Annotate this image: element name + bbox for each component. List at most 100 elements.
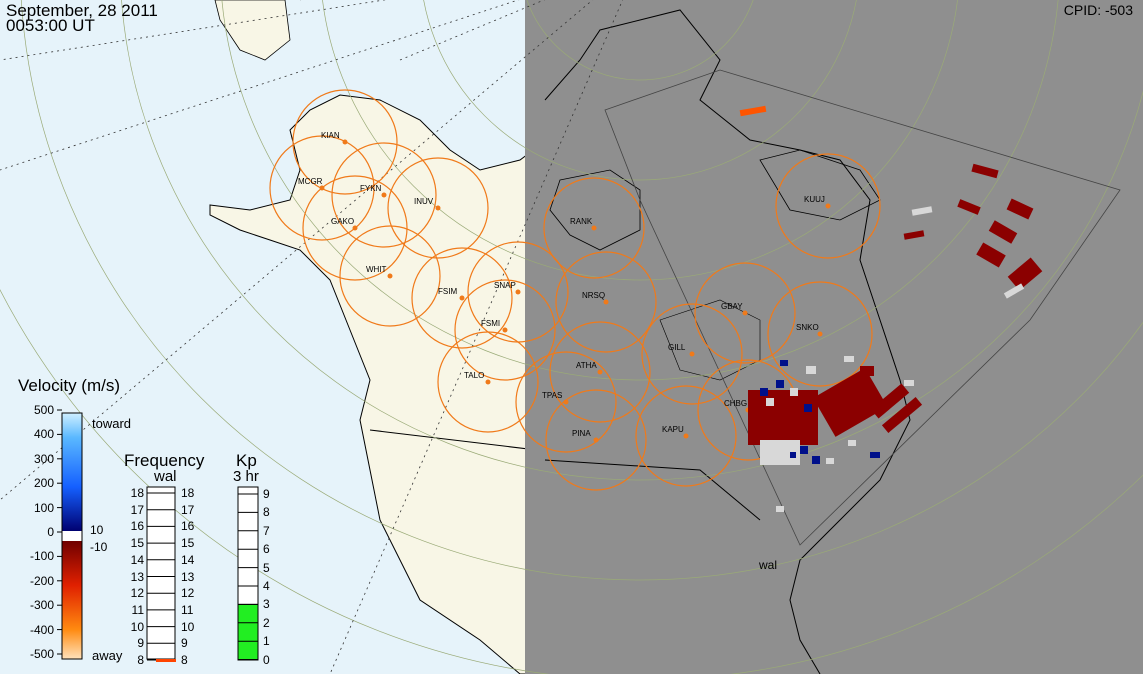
frequency-tick-left: 11: [131, 602, 144, 617]
scatter-cell: [1007, 257, 1043, 291]
station-markers: [319, 139, 831, 443]
frequency-tick-right: 10: [181, 619, 195, 634]
scatter-cell: [976, 242, 1006, 268]
velocity-title: Velocity (m/s): [18, 376, 121, 395]
scatter-cell: [844, 356, 854, 362]
scatter-cell: [881, 397, 923, 433]
kp-title: Kp: [236, 451, 257, 470]
station-dot: [817, 331, 823, 337]
station-dot: [352, 225, 358, 231]
station-dot: [603, 299, 609, 305]
scatter-cell: [760, 388, 768, 396]
station-label-talo: TALO: [464, 371, 485, 380]
frequency-tick-left: 9: [137, 636, 144, 651]
kp-tick-label: 6: [263, 542, 270, 557]
scatter-cell: [748, 390, 818, 445]
frequency-tick-left: 17: [130, 502, 144, 517]
fov-wedge: [604, 69, 1121, 546]
velocity-tick-label: -200: [29, 573, 54, 588]
night-coastline: [544, 9, 911, 674]
station-dot: [515, 289, 521, 295]
station-dot: [591, 225, 597, 231]
station-label-gako: GAKO: [331, 217, 355, 226]
station-label-whit: WHIT: [366, 265, 387, 274]
station-dot: [435, 205, 441, 211]
scatter-cell: [813, 367, 888, 437]
station-dot: [459, 295, 465, 301]
toward-label: toward: [92, 416, 132, 431]
scatter-cell: [911, 206, 933, 216]
velocity-colorbar: [61, 412, 83, 660]
scatter-cell: [776, 506, 784, 512]
frequency-station: wal: [154, 468, 177, 485]
kp-tick-label: 0: [263, 652, 270, 667]
station-label-gbay: GBAY: [721, 302, 743, 311]
frequency-tick-right: 11: [181, 602, 194, 617]
station-dot: [563, 399, 569, 405]
frequency-tick-left: 15: [130, 536, 144, 551]
frequency-title: Frequency: [124, 451, 205, 470]
station-label-kuuj: KUUJ: [804, 195, 825, 204]
kp-tick-label: 3: [263, 597, 270, 612]
scatter-cell: [800, 446, 808, 454]
frequency-tick-left: 10: [130, 619, 144, 634]
kp-tick-label: 2: [263, 615, 270, 630]
scatter-cell: [780, 360, 788, 366]
station-label-rank: RANK: [570, 217, 593, 226]
cpid-label: CPID: -503: [1063, 2, 1133, 18]
frequency-tick-right: 8: [181, 653, 188, 667]
scatter-cell: [790, 452, 796, 458]
kp-subtitle: 3 hr: [233, 468, 259, 485]
station-label-fsmi: FSMI: [481, 319, 501, 328]
station-label-kian: KIAN: [321, 131, 340, 140]
station-label-tpas: TPAS: [542, 391, 563, 400]
scatter-cell: [904, 380, 914, 386]
kp-tick-marks: [238, 493, 258, 661]
radar-circles: [269, 89, 881, 491]
station-dot: [597, 369, 603, 375]
scatter-cell: [870, 383, 910, 419]
scatter-cell: [1003, 283, 1025, 299]
station-label-snko: SNKO: [796, 323, 819, 332]
scatter-cell: [776, 380, 784, 388]
frequency-tick-right: 14: [181, 552, 195, 567]
frequency-tick-left: 14: [130, 552, 144, 567]
velocity-tick-label: 200: [33, 476, 54, 491]
station-label-gill: GILL: [668, 343, 686, 352]
kp-tick-label: 5: [263, 560, 270, 575]
station-dot: [689, 351, 695, 357]
station-label-chbg: CHBG: [724, 399, 748, 408]
scatter-cell: [971, 163, 999, 179]
frequency-tick-right: 9: [181, 636, 188, 651]
away-label: away: [92, 648, 123, 663]
velocity-tick-label: 300: [33, 451, 54, 466]
scatter-cell: [812, 456, 820, 464]
scatter-cells: [739, 105, 1043, 512]
velocity-tick-label: -100: [29, 549, 54, 564]
scatter-cell: [804, 404, 812, 412]
station-dot: [381, 192, 387, 198]
scatter-cell: [806, 366, 816, 374]
frequency-tick-right: 18: [181, 486, 195, 500]
velocity-tick-label: -400: [29, 622, 54, 637]
station-dot: [502, 327, 508, 333]
kp-tick-label: 1: [263, 634, 270, 649]
station-label-kapu: KAPU: [662, 425, 684, 434]
station-label-pina: PINA: [572, 429, 591, 438]
velocity-tick-label: -300: [29, 598, 54, 613]
longitude-lines: [0, 0, 624, 674]
frequency-tick-marks: [147, 492, 175, 661]
frequency-tick-left: 16: [130, 519, 144, 534]
frequency-tick-right: 17: [181, 502, 195, 517]
station-dot: [825, 203, 831, 209]
scatter-cell: [766, 398, 774, 406]
frequency-tick-left: 18: [130, 486, 144, 500]
station-dot: [683, 433, 689, 439]
night-border: [544, 459, 761, 521]
station-dot: [342, 139, 348, 145]
station-label-fsim: FSIM: [438, 287, 458, 296]
night-island: [549, 169, 641, 251]
station-dot: [742, 310, 748, 316]
